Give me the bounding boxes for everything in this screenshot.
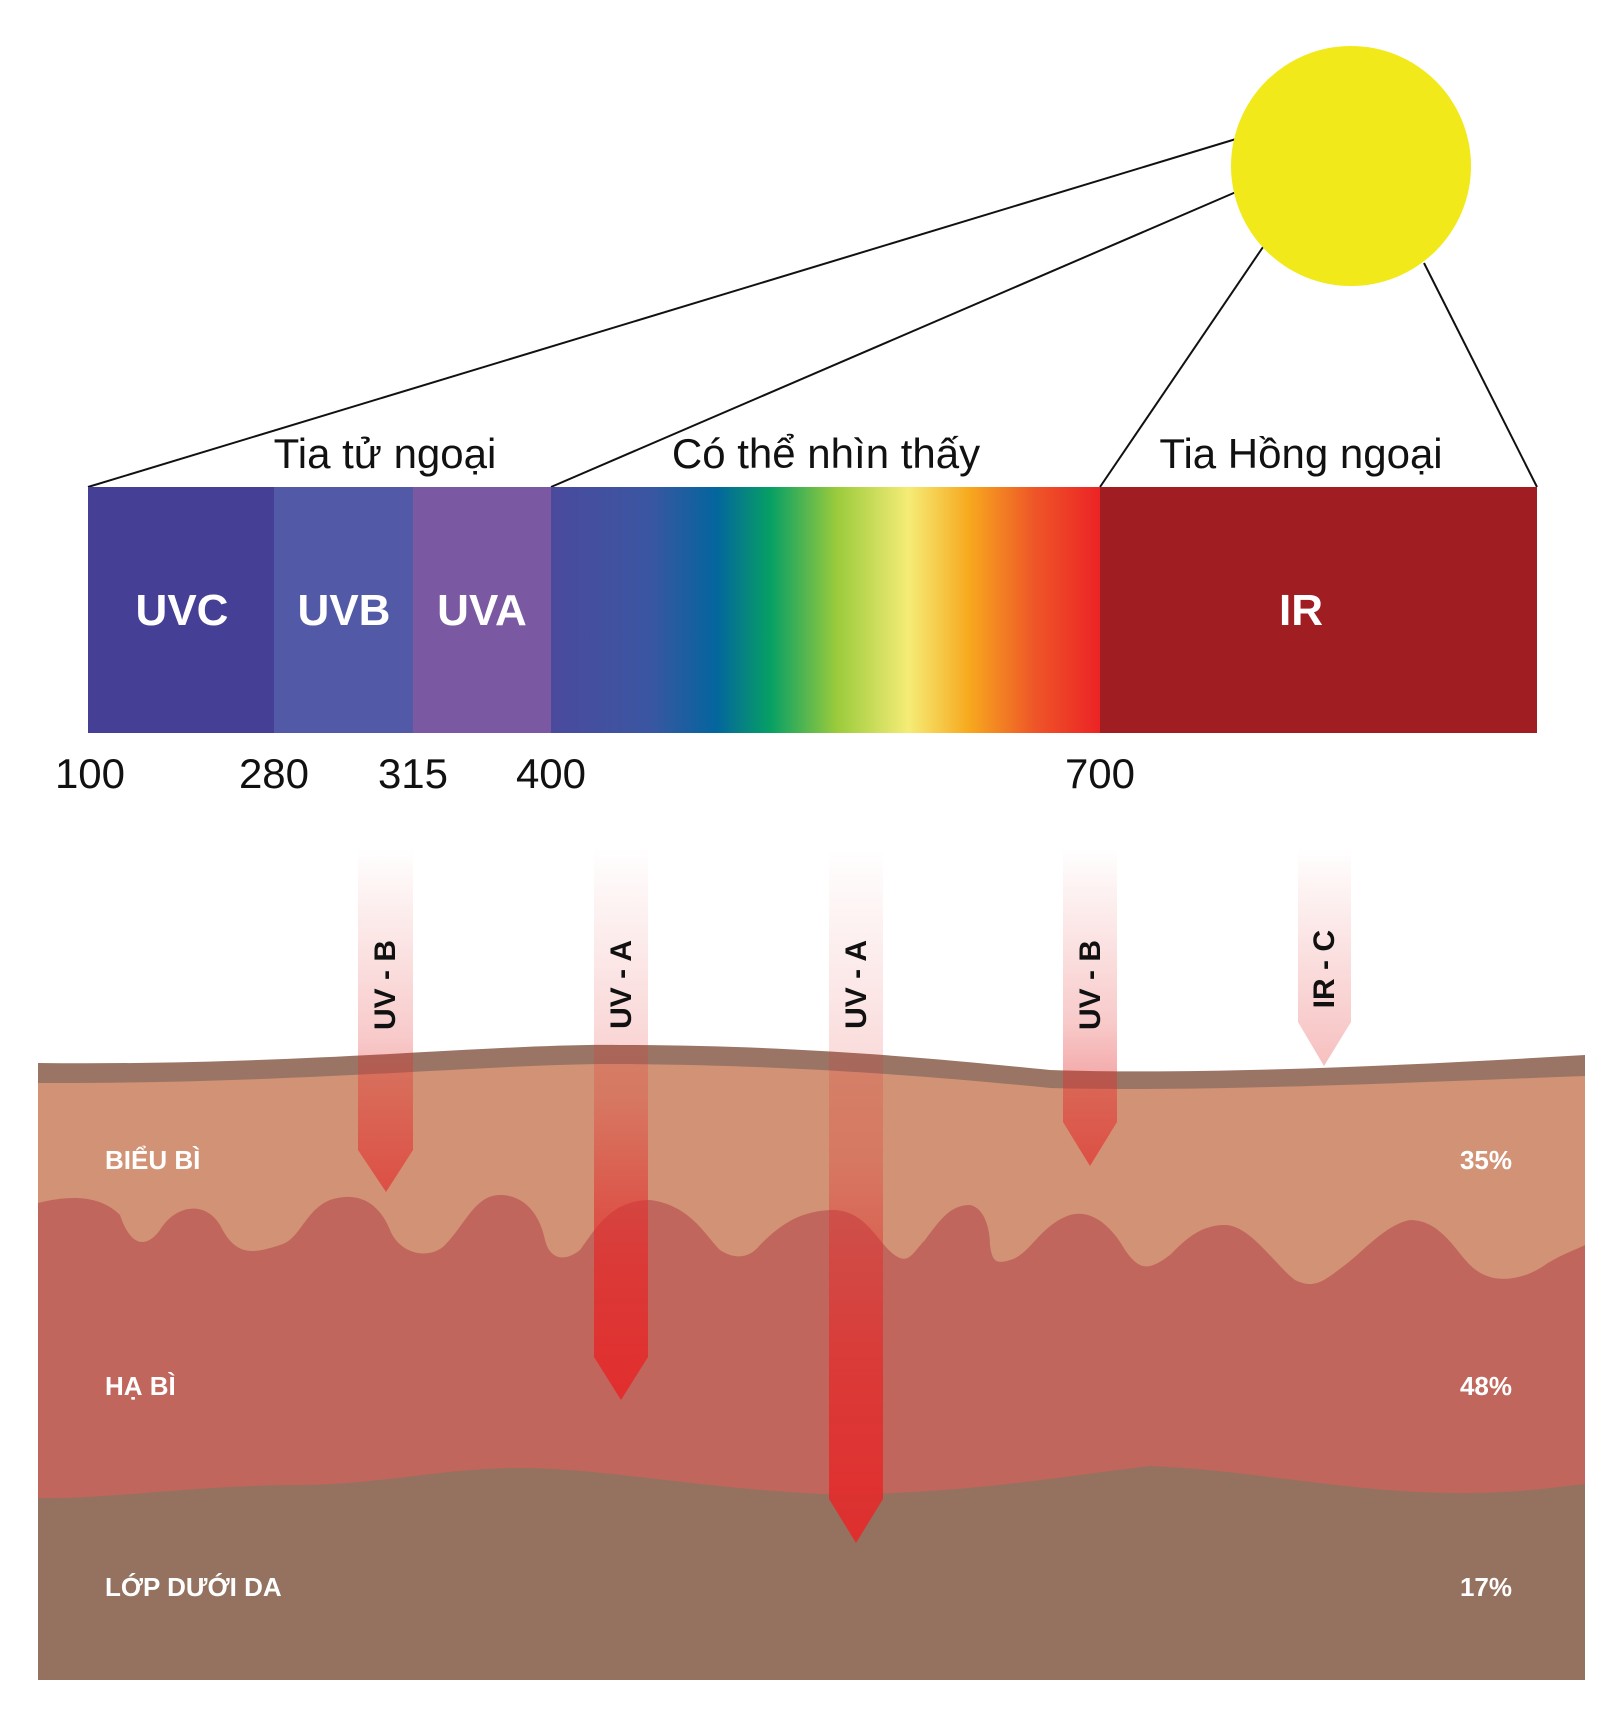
- spectrum-bar: [88, 487, 1537, 733]
- radiation-rays: [358, 848, 1351, 1543]
- ray-uva-subcutis: [829, 848, 883, 1543]
- band-label-uvb: UVB: [298, 586, 391, 635]
- ray-irc-surface: [1298, 848, 1351, 1066]
- group-label-uv: Tia tử ngoại: [274, 430, 497, 477]
- sun-lines: [87, 138, 1538, 488]
- layer-percent-subcutis: 17%: [1460, 1572, 1512, 1602]
- band-uvb: [274, 487, 414, 733]
- ray-label-uvb-2: UV - B: [1074, 940, 1107, 1030]
- sun-line-left-inner: [550, 191, 1237, 488]
- band-label-uva: UVA: [437, 586, 527, 635]
- tick-label-315: 315: [378, 750, 448, 797]
- tick-label-100: 100: [55, 750, 125, 797]
- group-label-ir: Tia Hồng ngoại: [1159, 430, 1442, 477]
- sun-icon: [1231, 46, 1471, 286]
- ray-uvb-epidermis-2: [1063, 848, 1117, 1166]
- sun-line-right-outer: [1423, 262, 1538, 488]
- ray-uvb-epidermis: [358, 848, 413, 1192]
- ray-label-uvb: UV - B: [369, 940, 402, 1030]
- band-label-ir: IR: [1279, 586, 1323, 635]
- layer-subcutis: [38, 1466, 1585, 1680]
- layer-percent-dermis: 48%: [1460, 1371, 1512, 1401]
- tick-label-280: 280: [239, 750, 309, 797]
- tick-label-400: 400: [516, 750, 586, 797]
- ray-uva-dermis: [594, 848, 648, 1400]
- band-uvc: [88, 487, 275, 733]
- band-label-uvc: UVC: [136, 586, 229, 635]
- ray-label-uva-2: UV - A: [840, 940, 873, 1029]
- skin-cross-section: [38, 1044, 1585, 1680]
- layer-label-subcutis: LỚP DƯỚI DA: [105, 1572, 282, 1602]
- band-visible: [551, 487, 1101, 733]
- layer-label-dermis: HẠ BÌ: [105, 1371, 176, 1401]
- band-uva: [413, 487, 552, 733]
- layer-percent-epidermis: 35%: [1460, 1145, 1512, 1175]
- layer-label-epidermis: BIỂU BÌ: [105, 1145, 200, 1175]
- sun-line-right-inner: [1099, 246, 1264, 488]
- ray-label-uva: UV - A: [605, 940, 638, 1029]
- group-label-visible: Có thể nhìn thấy: [672, 430, 980, 477]
- sun-line-left-outer: [87, 138, 1237, 488]
- band-ir: [1100, 487, 1537, 733]
- tick-label-700: 700: [1065, 750, 1135, 797]
- ray-label-irc: IR - C: [1308, 930, 1341, 1008]
